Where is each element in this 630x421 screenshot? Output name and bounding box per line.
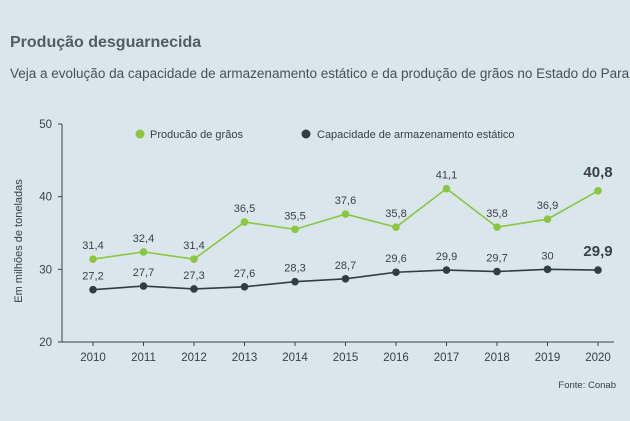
data-label: 28,7 bbox=[335, 260, 356, 272]
data-point bbox=[442, 266, 451, 274]
data-label: 27,6 bbox=[234, 268, 255, 280]
data-point bbox=[190, 255, 198, 263]
x-tick-label: 2014 bbox=[282, 352, 308, 364]
data-point bbox=[291, 225, 299, 234]
chart-subtitle: Veja a evolução da capacidade de armazen… bbox=[10, 66, 630, 81]
data-point bbox=[543, 265, 552, 274]
x-tick-label: 2011 bbox=[131, 352, 156, 364]
data-label: 31,4 bbox=[183, 240, 204, 252]
data-label: 31,4 bbox=[82, 240, 103, 252]
series-layer: 31,4 32,4 31,4 36,5 35,5 37,6 35,8 41,1 35,8 36,9… bbox=[82, 164, 613, 294]
data-label: 27,3 bbox=[183, 270, 204, 282]
x-tick-label: 2019 bbox=[535, 352, 561, 364]
data-point bbox=[594, 266, 602, 274]
data-label: 37,6 bbox=[335, 195, 356, 207]
data-point bbox=[240, 218, 249, 226]
data-point bbox=[139, 248, 148, 256]
data-label: 30 bbox=[541, 250, 553, 262]
data-point bbox=[594, 187, 602, 195]
data-label: 41,1 bbox=[436, 170, 457, 182]
data-point bbox=[139, 282, 148, 290]
data-label: 35,5 bbox=[284, 210, 305, 222]
axes: 20 30 40 50 2010 2011 2012 2013 2014 2015 2016 2017… bbox=[13, 119, 614, 364]
y-tick-label: 40 bbox=[39, 192, 52, 204]
y-tick-label: 50 bbox=[39, 119, 52, 131]
chart-title: Produção desguarnecida bbox=[10, 34, 202, 51]
data-point bbox=[392, 223, 400, 231]
data-label: 29,7 bbox=[486, 253, 507, 265]
data-label: 27,2 bbox=[82, 271, 103, 283]
x-tick-label: 2010 bbox=[80, 352, 106, 364]
data-label: 28,3 bbox=[284, 263, 305, 275]
data-point bbox=[341, 210, 350, 218]
legend: Producão de grãos Capacidade de armazenam… bbox=[135, 129, 515, 141]
data-label: 36,5 bbox=[234, 203, 255, 215]
data-point bbox=[392, 268, 400, 277]
x-tick-label: 2018 bbox=[484, 352, 510, 364]
data-point bbox=[291, 277, 299, 286]
data-point bbox=[543, 215, 552, 223]
x-tick-label: 2017 bbox=[434, 352, 460, 364]
data-point bbox=[190, 285, 198, 293]
data-label: 29,6 bbox=[385, 253, 406, 265]
data-label: 35,8 bbox=[486, 208, 507, 220]
legend-label: Producão de grãos bbox=[150, 129, 243, 141]
data-label: 29,9 bbox=[436, 251, 457, 263]
x-tick-label: 2012 bbox=[181, 352, 207, 364]
data-point bbox=[442, 184, 451, 193]
data-label: 36,9 bbox=[537, 200, 558, 212]
x-tick-label: 2015 bbox=[333, 352, 359, 364]
data-point bbox=[341, 274, 350, 283]
data-label: 40,8 bbox=[583, 164, 612, 181]
data-label: 29,9 bbox=[583, 243, 612, 260]
x-tick-label: 2020 bbox=[585, 352, 611, 364]
data-point bbox=[89, 255, 97, 263]
data-label: 32,4 bbox=[133, 233, 154, 245]
x-tick-label: 2013 bbox=[232, 352, 258, 364]
legend-marker bbox=[301, 129, 311, 139]
data-point bbox=[493, 223, 501, 231]
legend-label: Capacidade de armazenamento estático bbox=[317, 129, 515, 141]
y-axis-label: Em milhões de toneladas bbox=[13, 179, 25, 303]
data-label: 27,7 bbox=[133, 267, 154, 279]
x-tick-label: 2016 bbox=[383, 352, 409, 364]
data-point bbox=[240, 282, 249, 291]
data-label: 35,8 bbox=[385, 208, 406, 220]
data-point bbox=[493, 267, 501, 276]
y-tick-label: 30 bbox=[39, 264, 52, 276]
y-tick-label: 20 bbox=[39, 337, 52, 349]
data-point bbox=[89, 285, 97, 294]
legend-marker bbox=[135, 129, 145, 139]
source-note: Fonte: Conab bbox=[558, 380, 616, 391]
